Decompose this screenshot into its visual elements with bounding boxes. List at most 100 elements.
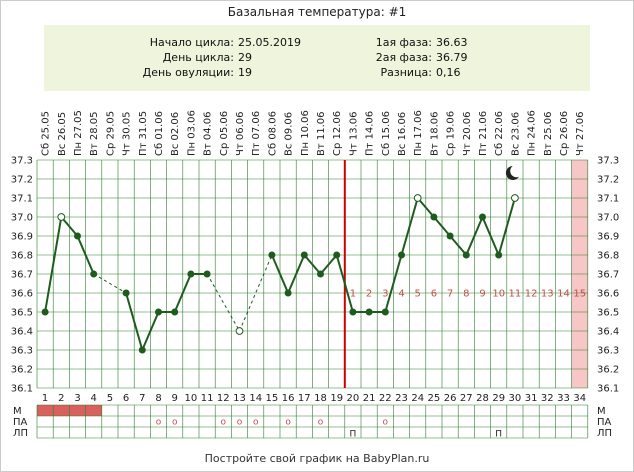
date-label: Вс 09.06 xyxy=(284,112,295,156)
cycle-day-label: День цикла: xyxy=(163,51,234,64)
temperature-point xyxy=(446,232,454,240)
date-label: Пн 17.06 xyxy=(413,110,424,156)
y-tick-label-left: 36.7 xyxy=(11,270,33,281)
y-tick-label-left: 37.0 xyxy=(11,213,33,224)
temperature-segment xyxy=(449,235,468,256)
row-label-right: ПА xyxy=(597,417,612,428)
phase-day-label: 13 xyxy=(541,289,554,300)
date-label: Вт 25.06 xyxy=(543,112,554,157)
menses-cell xyxy=(85,405,102,416)
y-tick-label-right: 37.2 xyxy=(597,175,619,186)
date-label: Вс 23.06 xyxy=(510,112,521,156)
temperature-point xyxy=(349,308,357,316)
y-tick-label-right: 36.6 xyxy=(597,289,619,300)
temperature-segment xyxy=(497,197,516,256)
date-label: Вт 18.06 xyxy=(429,112,440,157)
difference-value: 0,16 xyxy=(436,66,461,79)
phase-day-label: 15 xyxy=(573,289,586,300)
temperature-segment xyxy=(465,216,484,256)
footer-link[interactable]: Постройте свой график на BabyPlan.ru xyxy=(205,452,430,465)
day-number: 28 xyxy=(476,393,489,404)
phase2-value: 36.79 xyxy=(436,51,468,64)
date-label: Пн 10.06 xyxy=(300,110,311,156)
temperature-point-open xyxy=(413,194,422,202)
phase-day-label: 12 xyxy=(525,289,538,300)
date-label: Чт 06.06 xyxy=(235,112,246,157)
y-tick-label-right: 36.4 xyxy=(597,327,619,338)
date-label: Чт 27.06 xyxy=(575,112,586,157)
temperature-segment-dashed xyxy=(239,254,273,332)
temperature-point xyxy=(462,251,470,259)
day-number: 4 xyxy=(91,393,97,404)
pa-mark: o xyxy=(172,418,178,428)
day-number: 5 xyxy=(107,393,113,404)
temperature-point xyxy=(155,308,162,316)
temperature-segment xyxy=(384,254,403,313)
phase-day-label: 9 xyxy=(479,289,485,300)
pa-mark: o xyxy=(285,418,291,428)
temperature-point xyxy=(381,308,389,316)
y-tick-label-left: 37.2 xyxy=(11,175,33,186)
temperature-point xyxy=(74,232,81,240)
temperature-segment xyxy=(141,311,160,351)
day-number: 33 xyxy=(557,393,570,404)
pa-mark: o xyxy=(318,418,324,428)
date-label: Пн 24.06 xyxy=(527,110,538,156)
temperature-point xyxy=(268,251,276,259)
phase-day-label: 8 xyxy=(463,289,469,300)
temperature-segment xyxy=(60,216,79,237)
phase-day-label: 4 xyxy=(398,289,404,300)
y-tick-labels-left: 37.3 37.2 37.1 37.0 36.9 36.8 36.7 36.6 36.5 36.4… xyxy=(11,156,33,395)
lp-mark: П xyxy=(495,430,502,440)
pa-mark: o xyxy=(221,418,227,428)
day-number: 10 xyxy=(185,393,198,404)
day-number: 14 xyxy=(249,393,262,404)
temperature-segment xyxy=(481,216,500,256)
day-number: 12 xyxy=(217,393,230,404)
row-label-left: М xyxy=(13,406,22,417)
day-number: 1 xyxy=(42,393,48,404)
y-tick-label-right: 36.8 xyxy=(597,251,619,262)
pa-mark: o xyxy=(237,418,243,428)
cycle-day-value: 29 xyxy=(238,51,252,64)
date-label: Вс 02.06 xyxy=(170,112,181,156)
temperature-point xyxy=(479,213,486,221)
day-number: 15 xyxy=(266,393,279,404)
cycle-start-value: 25.05.2019 xyxy=(238,36,301,49)
date-label: Сб 08.06 xyxy=(267,111,278,156)
temperature-point xyxy=(90,270,98,278)
difference-label: Разница: xyxy=(381,66,433,79)
pa-mark: o xyxy=(156,418,162,428)
y-tick-label-left: 36.9 xyxy=(11,232,33,243)
date-label: Вс 26.05 xyxy=(57,112,68,156)
date-label: Пт 07.06 xyxy=(251,111,262,156)
ovulation-day-label: День овуляции: xyxy=(143,66,234,79)
temperature-segment xyxy=(416,197,435,218)
date-label: Сб 25.05 xyxy=(41,111,52,156)
phase-day-label: 6 xyxy=(431,289,437,300)
moon-layer xyxy=(505,164,523,180)
day-number: 9 xyxy=(172,393,178,404)
phase-day-label: 2 xyxy=(366,289,372,300)
phase-day-label: 3 xyxy=(382,289,388,300)
temperature-point xyxy=(187,270,195,278)
y-tick-label-right: 37.1 xyxy=(597,194,619,205)
temperature-point-open xyxy=(511,194,519,202)
row-label-left: ПА xyxy=(13,417,28,428)
day-number: 16 xyxy=(282,393,295,404)
temperature-point xyxy=(430,213,438,221)
phase2-label: 2ая фаза: xyxy=(376,51,432,64)
day-number: 24 xyxy=(411,393,424,404)
temperature-point xyxy=(122,289,130,297)
day-number: 31 xyxy=(525,393,538,404)
menses-cell xyxy=(53,405,70,416)
temperature-point xyxy=(495,251,503,259)
day-number: 11 xyxy=(201,393,214,404)
day-number: 34 xyxy=(573,393,586,404)
date-label: Вт 04.06 xyxy=(203,112,214,157)
date-label: Чт 30.05 xyxy=(122,112,133,157)
temperature-point xyxy=(138,346,146,354)
date-label: Ср 19.06 xyxy=(446,111,457,156)
